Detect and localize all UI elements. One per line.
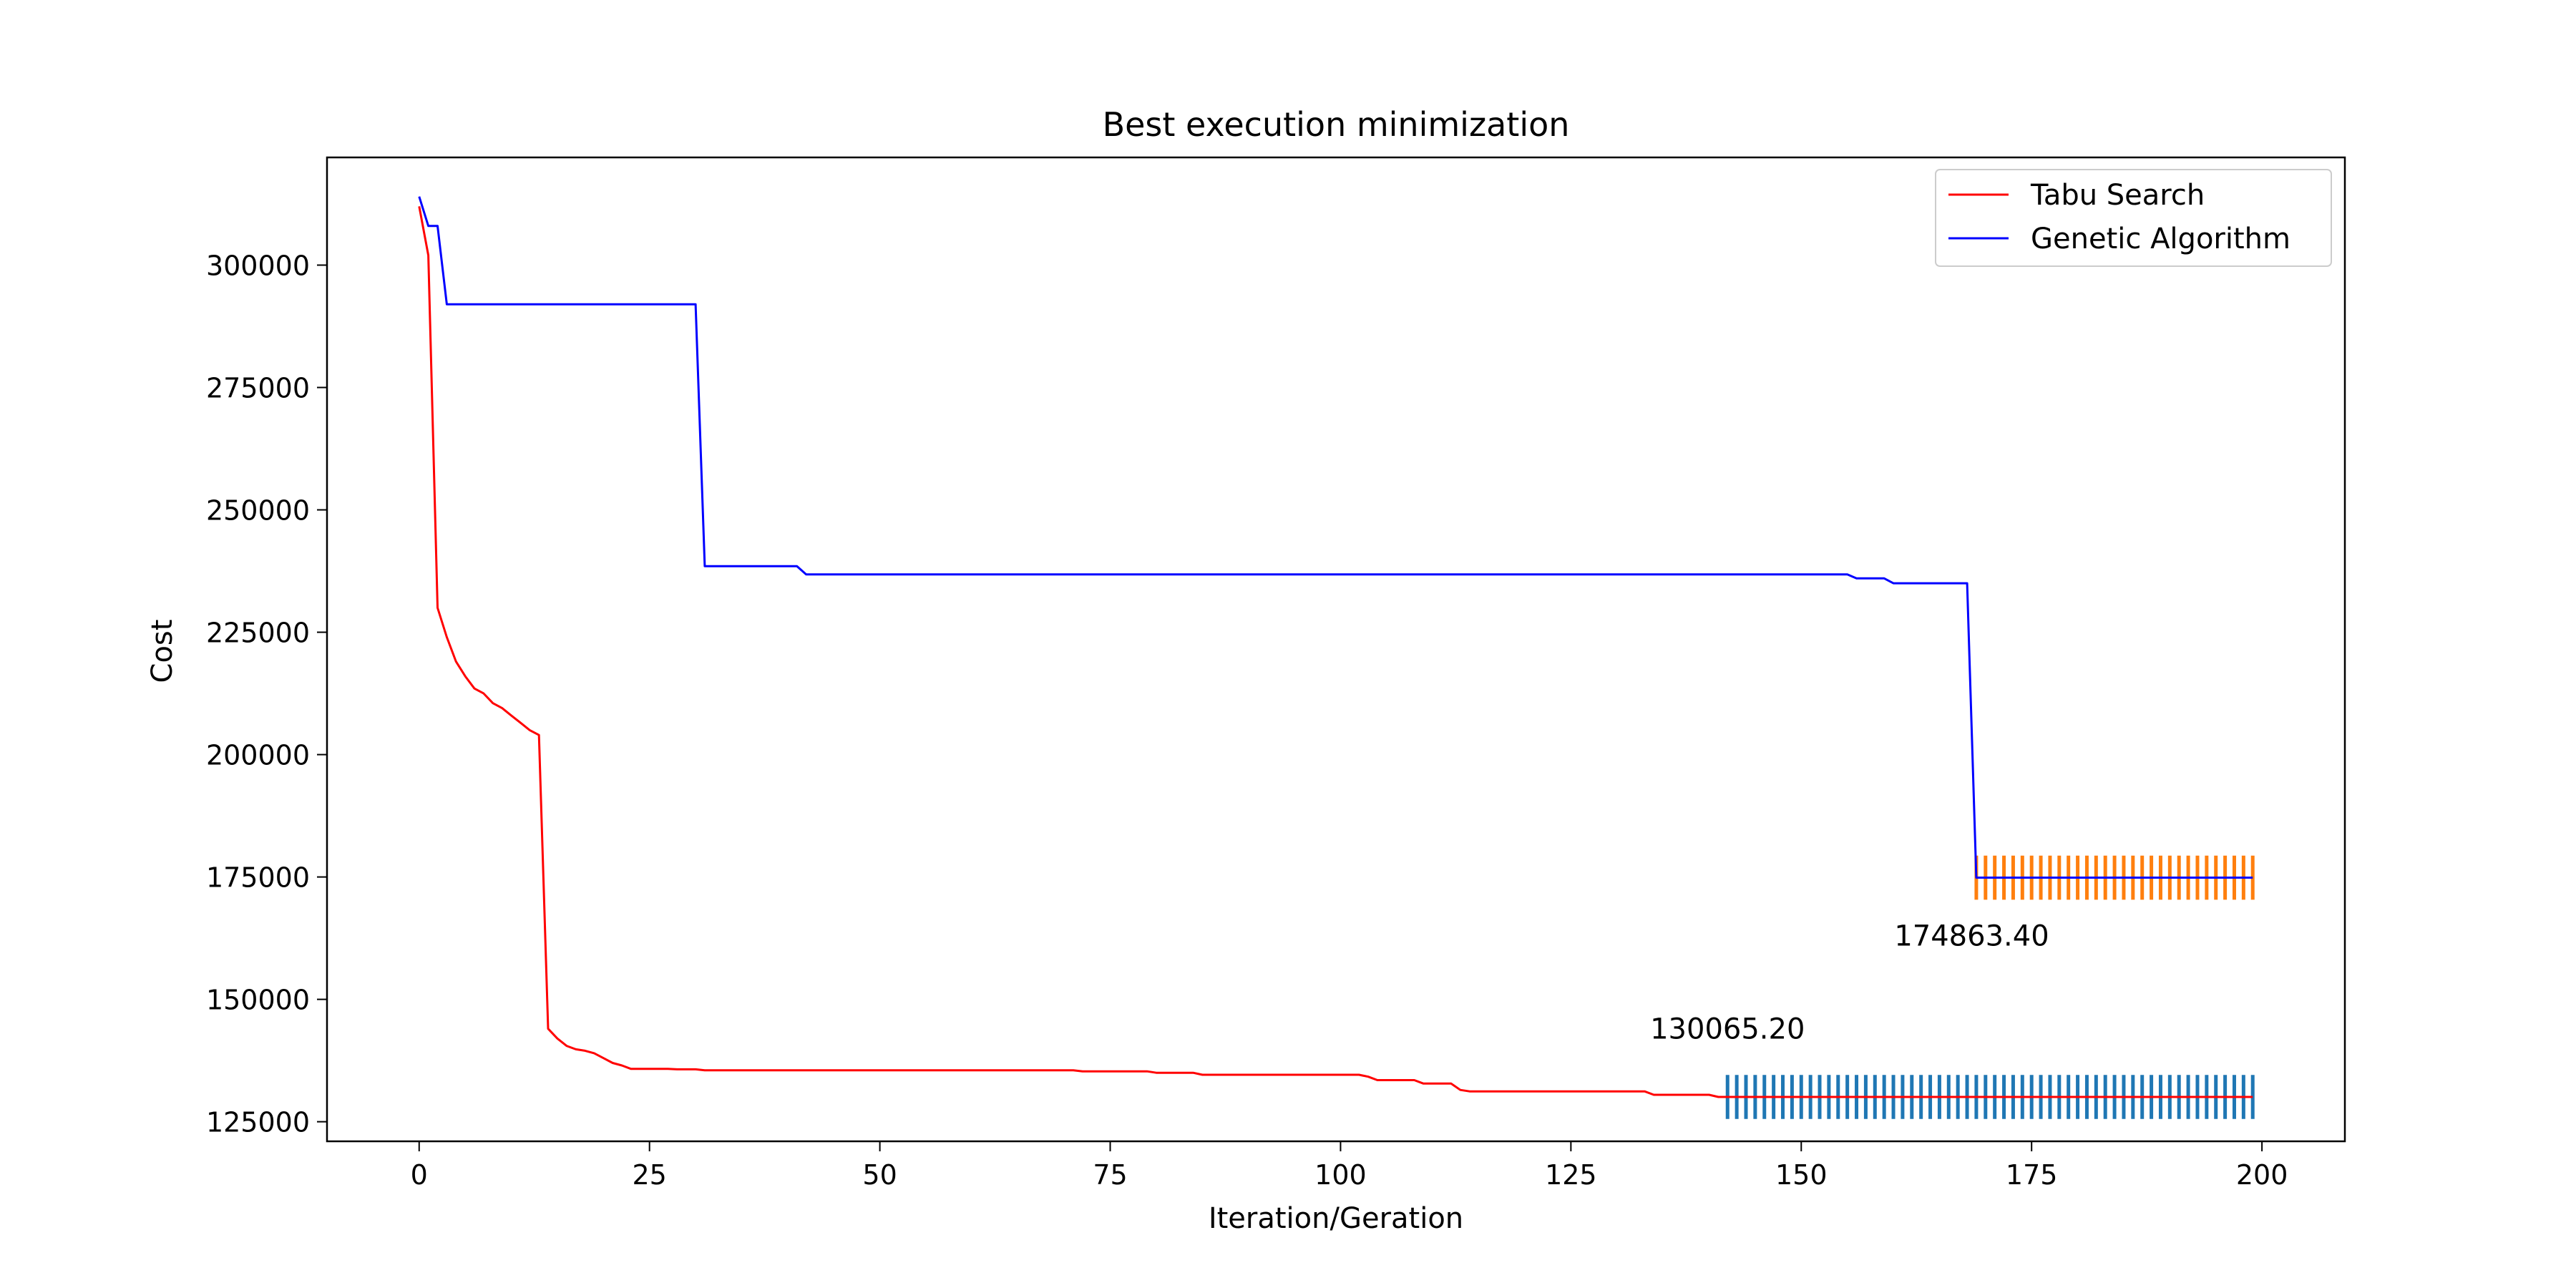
y-tick-label: 200000 (206, 740, 310, 771)
y-tick-label: 150000 (206, 985, 310, 1016)
x-tick-label: 200 (2236, 1159, 2288, 1191)
plot-area: 130065.20 174863.40 (418, 196, 2255, 1119)
y-axis-label: Cost (146, 620, 179, 683)
y-tick-label: 300000 (206, 250, 310, 281)
legend-label: Genetic Algorithm (2031, 223, 2290, 255)
x-tick-label: 100 (1314, 1159, 1367, 1191)
y-tick-label: 250000 (206, 495, 310, 527)
series-line-genetic-algorithm (418, 196, 2253, 879)
annotation-label: 130065.20 (1650, 1013, 1805, 1045)
x-axis-label: Iteration/Geration (1209, 1202, 1463, 1235)
y-tick-label: 225000 (206, 618, 310, 649)
x-tick-label: 125 (1545, 1159, 1597, 1191)
annotation-label: 174863.40 (1894, 919, 2049, 952)
plot-frame (326, 156, 2346, 1143)
x-tick-label: 175 (2006, 1159, 2058, 1191)
x-tick-label: 75 (1093, 1159, 1127, 1191)
y-tick-label: 125000 (206, 1107, 310, 1138)
chart-title: Best execution minimization (1103, 105, 1570, 144)
y-tick-label: 175000 (206, 862, 310, 894)
legend-box (1935, 169, 2332, 267)
x-tick-label: 25 (633, 1159, 667, 1191)
legend-label: Tabu Search (2030, 179, 2205, 212)
y-tick-label: 275000 (206, 373, 310, 404)
x-tick-label: 0 (411, 1159, 428, 1191)
x-tick-label: 150 (1775, 1159, 1828, 1191)
x-tick-label: 50 (862, 1159, 897, 1191)
legend: Tabu Search Genetic Algorithm (1935, 169, 2332, 267)
series-line-tabu-search (418, 206, 2253, 1098)
